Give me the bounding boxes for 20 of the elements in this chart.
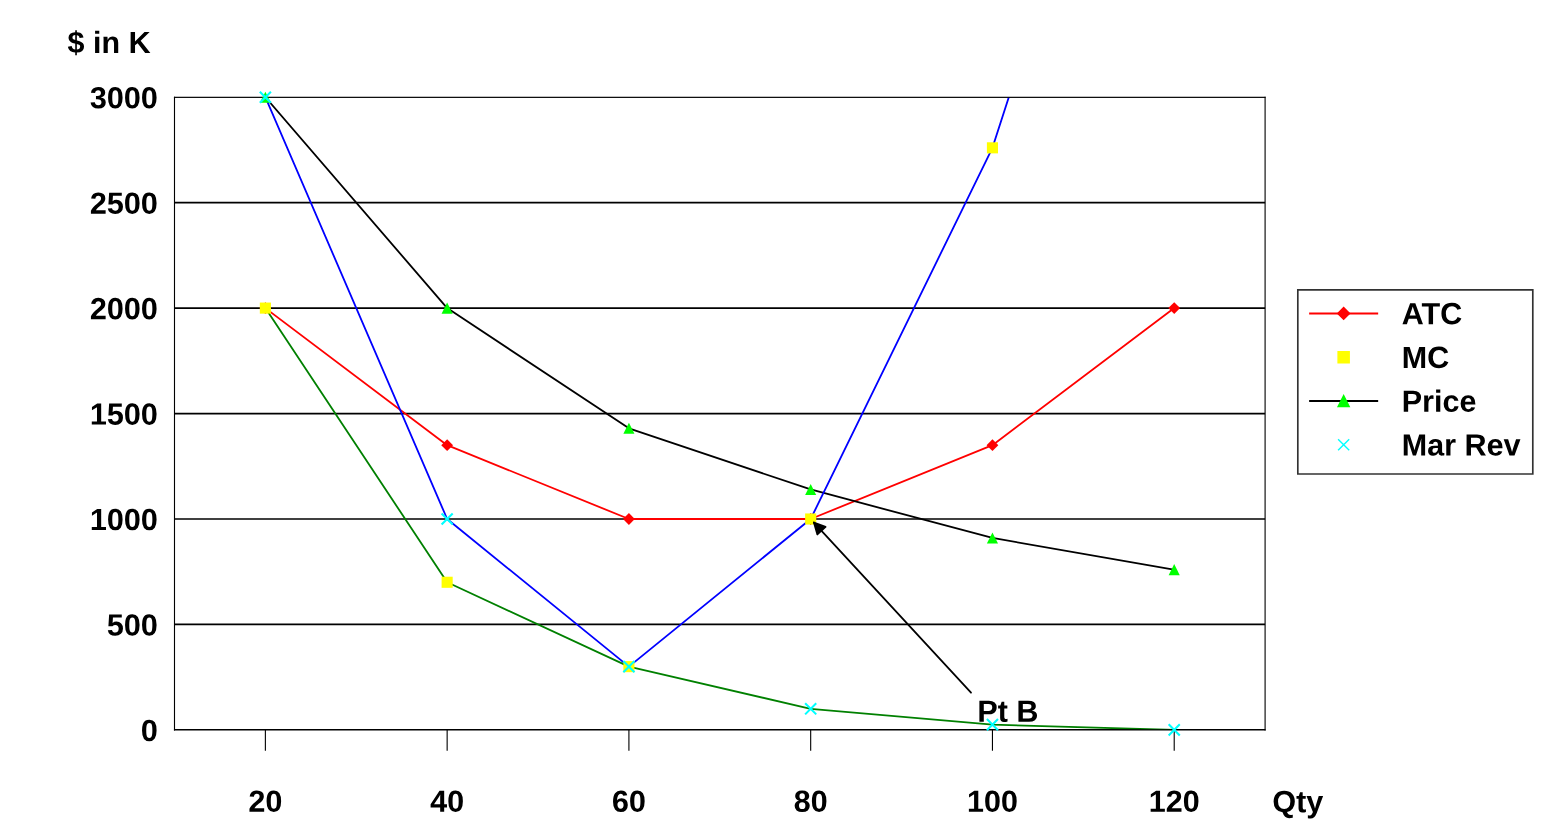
- x-tick-label: 100: [968, 790, 1017, 813]
- x-axis-title: Qty: [1273, 790, 1324, 819]
- y-tick-label: 2500: [90, 192, 157, 215]
- legend-label: ATC: [1402, 302, 1462, 325]
- x-tick-label: 80: [794, 790, 827, 813]
- x-tick-label: 120: [1150, 790, 1199, 813]
- legend-label: MC: [1403, 346, 1449, 369]
- y-axis-title: $ in K: [67, 30, 151, 56]
- y-tick-label: 1000: [91, 508, 157, 531]
- x-tick-label: 40: [430, 790, 463, 813]
- x-tick-label: 20: [249, 790, 282, 813]
- legend-label: Mar Rev: [1403, 434, 1521, 456]
- annotation: Pt B: [979, 700, 1038, 722]
- y-tick-label: 0: [142, 719, 157, 742]
- y-tick-label: 1500: [91, 403, 157, 425]
- y-tick-label: 3000: [90, 86, 157, 109]
- y-tick-label: 2000: [90, 297, 157, 320]
- y-tick-label: 500: [107, 614, 157, 636]
- x-tick-label: 60: [613, 790, 645, 813]
- legend-label: Price: [1403, 389, 1476, 412]
